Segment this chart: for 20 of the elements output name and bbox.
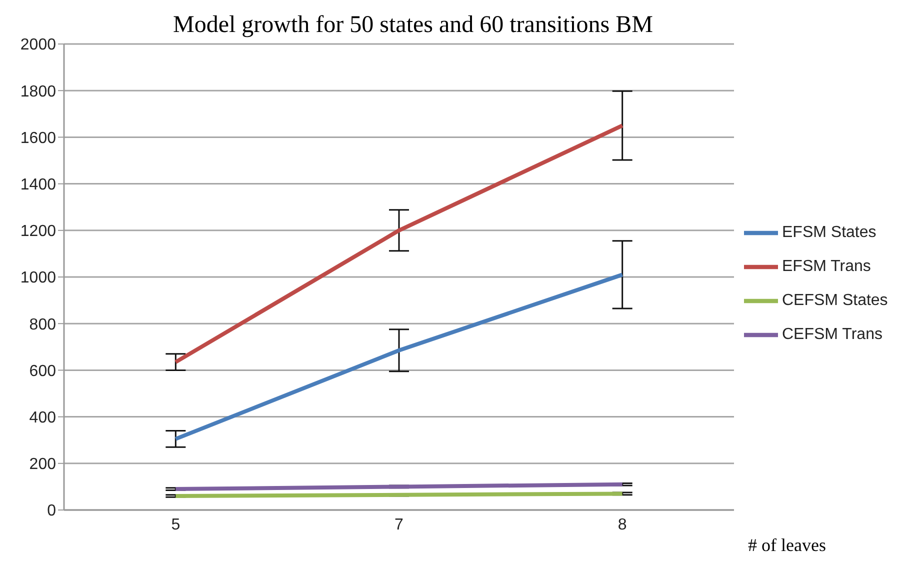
legend-label: EFSM States	[782, 224, 876, 242]
chart-title: Model growth for 50 states and 60 transitions BM	[172, 12, 654, 39]
y-tick-label: 1800	[20, 83, 56, 100]
y-tick-label: 2000	[20, 36, 56, 54]
x-tick-label: 7	[394, 516, 404, 534]
y-tick-label: 800	[29, 316, 56, 334]
y-tick-label: 1400	[20, 176, 56, 194]
x-axis-title: # of leaves	[748, 535, 826, 556]
y-tick-label: 400	[29, 409, 56, 426]
x-tick-label: 8	[618, 516, 627, 534]
legend-label: CEFSM Trans	[782, 326, 882, 344]
y-tick-label: 1600	[20, 130, 56, 147]
y-tick-label: 0	[47, 502, 56, 520]
y-tick-label: 600	[29, 362, 56, 380]
legend-label: CEFSM States	[782, 292, 888, 310]
x-tick-label: 5	[171, 516, 180, 534]
legend-label: EFSM Trans	[782, 258, 871, 276]
y-tick-label: 200	[29, 456, 56, 474]
y-tick-label: 1000	[20, 270, 56, 287]
y-tick-label: 1200	[20, 223, 56, 240]
